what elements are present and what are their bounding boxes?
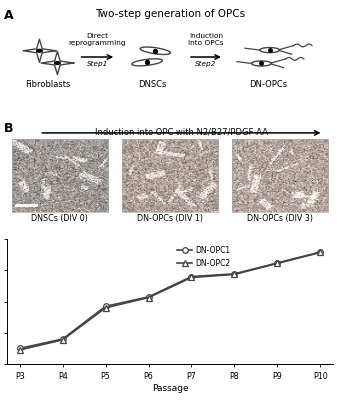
DN-OPC2 (104, 305, 108, 310)
DN-OPC1 (318, 250, 322, 254)
DN-OPC1 (61, 337, 65, 342)
X-axis label: Passage: Passage (152, 384, 188, 393)
Text: DN-OPCs (DIV 3): DN-OPCs (DIV 3) (247, 214, 313, 223)
Text: B: B (3, 122, 13, 136)
DN-OPC2 (275, 261, 279, 266)
DN-OPC2 (147, 295, 151, 300)
DN-OPC2 (232, 272, 236, 277)
DN-OPC1 (147, 294, 151, 299)
DN-OPC2 (18, 348, 22, 352)
Ellipse shape (37, 49, 42, 52)
Text: Step2: Step2 (195, 61, 217, 67)
Text: Two-step generation of OPCs: Two-step generation of OPCs (95, 9, 245, 19)
Line: DN-OPC1: DN-OPC1 (17, 249, 323, 351)
DN-OPC2 (189, 275, 193, 280)
Text: Induction into OPC with N2/B27/PDGF-AA: Induction into OPC with N2/B27/PDGF-AA (95, 127, 268, 136)
Text: DN-OPCs: DN-OPCs (249, 80, 287, 89)
Ellipse shape (55, 62, 60, 64)
DN-OPC1 (275, 260, 279, 265)
Legend: DN-OPC1, DN-OPC2: DN-OPC1, DN-OPC2 (174, 243, 233, 271)
Bar (122, 140, 218, 212)
Text: DNSCs: DNSCs (138, 80, 166, 89)
Bar (12, 140, 108, 212)
Text: A: A (3, 9, 13, 22)
DN-OPC1 (232, 272, 236, 276)
Text: DNSCs (DIV 0): DNSCs (DIV 0) (31, 214, 88, 223)
Line: DN-OPC2: DN-OPC2 (17, 250, 323, 353)
Text: Step1: Step1 (86, 61, 108, 67)
DN-OPC2 (318, 250, 322, 255)
DN-OPC1 (18, 346, 22, 351)
DN-OPC2 (61, 338, 65, 342)
Text: Direct
reprogramming: Direct reprogramming (68, 33, 126, 46)
DN-OPC1 (104, 304, 108, 309)
Text: DN-OPCs (DIV 1): DN-OPCs (DIV 1) (137, 214, 203, 223)
Bar (232, 140, 328, 212)
Text: Fibroblasts: Fibroblasts (25, 80, 70, 89)
Text: Induction
into OPCs: Induction into OPCs (188, 33, 224, 46)
DN-OPC1 (189, 274, 193, 279)
